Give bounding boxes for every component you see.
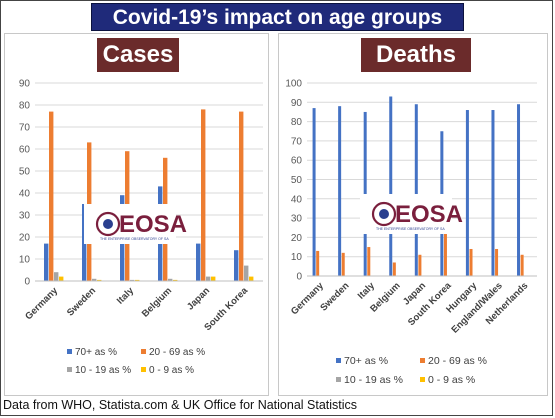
- eosa-logo-text: EOSA: [395, 201, 463, 228]
- y-tick-label: 0: [296, 272, 302, 283]
- bar-0-9-as-japan: [211, 276, 216, 281]
- bar-0-9-as-sweden: [97, 279, 102, 281]
- x-tick-label-sweden: Sweden: [318, 280, 351, 313]
- y-tick-label: 80: [291, 117, 303, 128]
- legend-swatch-70-as: [336, 358, 341, 363]
- bar-70-as-england-wales: [491, 110, 495, 277]
- y-tick-label: 60: [19, 145, 31, 156]
- x-tick-label-sweden: Sweden: [65, 285, 98, 318]
- bar-70-as-south-korea: [234, 250, 239, 281]
- y-tick-label: 50: [291, 175, 303, 186]
- y-tick-label: 70: [19, 123, 31, 134]
- bar-20-69-as-sweden: [341, 252, 345, 276]
- bar-10-19-as-germany: [54, 272, 59, 281]
- deaths-chart-title: Deaths: [361, 38, 471, 72]
- y-tick-label: 10: [19, 255, 31, 266]
- x-tick-label-belgium: Belgium: [140, 285, 174, 319]
- y-tick-label: 30: [19, 211, 31, 222]
- bar-20-69-as-south-korea: [239, 111, 244, 281]
- cases-chart-title: Cases: [97, 38, 179, 72]
- y-tick-label: 20: [19, 233, 31, 244]
- x-tick-label-italy: Italy: [356, 280, 378, 302]
- bar-20-69-as-germany: [316, 250, 320, 276]
- legend-label-0-9-as: 0 - 9 as %: [428, 374, 475, 386]
- bar-10-19-as-belgium: [168, 278, 173, 281]
- eosa-logo-background: [360, 194, 452, 234]
- bar-20-69-as-belgium: [392, 262, 396, 276]
- y-tick-label: 50: [19, 167, 31, 178]
- legend-label-70-as: 70+ as %: [75, 347, 117, 358]
- bar-10-19-as-italy: [130, 279, 135, 281]
- bar-10-19-as-south-korea: [244, 265, 249, 281]
- eosa-logo-text: EOSA: [119, 211, 187, 238]
- legend-label-10-19-as: 10 - 19 as %: [75, 365, 131, 376]
- x-tick-label-germany: Germany: [23, 285, 60, 322]
- bar-20-69-as-italy: [367, 247, 371, 276]
- legend-swatch-20-69-as: [420, 358, 425, 363]
- legend-label-20-69-as: 20 - 69 as %: [428, 355, 487, 367]
- legend-swatch-70-as: [67, 349, 72, 354]
- legend-swatch-10-19-as: [336, 377, 341, 382]
- legend-swatch-20-69-as: [141, 349, 146, 354]
- y-tick-label: 90: [19, 79, 31, 90]
- bar-0-9-as-south-korea: [249, 276, 254, 281]
- bar-70-as-belgium: [389, 96, 393, 276]
- legend-label-20-69-as: 20 - 69 as %: [149, 347, 205, 358]
- bar-20-69-as-japan: [418, 254, 422, 276]
- eosa-logo-subtitle: THE ENTERPRISE OBSERVATORY OF SA: [100, 237, 169, 241]
- legend-label-0-9-as: 0 - 9 as %: [149, 365, 194, 376]
- deaths-panel: Deaths 0 10 20 30 40 50 60 70 80 90 100 Germany Swed…: [278, 33, 548, 396]
- bar-10-19-as-japan: [206, 276, 211, 281]
- x-tick-label-germany: Germany: [289, 280, 326, 317]
- y-tick-label: 100: [285, 79, 302, 90]
- x-tick-label-italy: Italy: [115, 285, 137, 307]
- bar-0-9-as-germany: [59, 276, 64, 281]
- page-title: Covid-19’s impact on age groups: [91, 3, 464, 31]
- eosa-logo-icon-dot: [379, 209, 389, 219]
- y-tick-label: 40: [19, 189, 31, 200]
- y-tick-label: 0: [24, 277, 30, 288]
- legend-swatch-0-9-as: [141, 367, 146, 372]
- bar-0-9-as-italy: [135, 279, 140, 281]
- cases-panel: Cases 0 10 20 30 40 50 60 70 80 90 Germany Sweden It…: [4, 33, 269, 396]
- bar-70-as-hungary: [465, 110, 469, 277]
- legend-swatch-10-19-as: [67, 367, 72, 372]
- x-tick-label-japan: Japan: [185, 285, 212, 312]
- bar-20-69-as-england-wales: [495, 248, 499, 276]
- legend-label-10-19-as: 10 - 19 as %: [344, 374, 403, 386]
- y-tick-label: 30: [291, 214, 303, 225]
- bar-70-as-sweden: [338, 106, 342, 276]
- bar-0-9-as-belgium: [173, 279, 178, 281]
- bar-70-as-germany: [44, 243, 49, 281]
- y-tick-label: 10: [291, 252, 303, 263]
- eosa-logo-icon: [371, 201, 397, 227]
- eosa-logo-icon: [95, 211, 121, 237]
- bar-70-as-japan: [196, 243, 201, 281]
- eosa-logo-background: [84, 204, 176, 244]
- bar-70-as-netherlands: [517, 104, 521, 276]
- bar-70-as-germany: [312, 108, 316, 276]
- legend-swatch-0-9-as: [420, 377, 425, 382]
- y-tick-label: 80: [19, 101, 31, 112]
- y-tick-label: 90: [291, 98, 303, 109]
- y-tick-label: 70: [291, 136, 303, 147]
- bar-20-69-as-germany: [49, 111, 54, 281]
- cases-chart: 0 10 20 30 40 50 60 70 80 90 Germany Sweden Italy Bel…: [19, 79, 263, 376]
- y-tick-label: 40: [291, 194, 303, 205]
- y-tick-label: 20: [291, 233, 303, 244]
- bar-20-69-as-japan: [201, 109, 206, 282]
- bar-70-as-japan: [414, 104, 418, 276]
- bar-70-as-italy: [363, 111, 367, 276]
- y-tick-label: 60: [291, 156, 303, 167]
- bar-20-69-as-hungary: [469, 248, 473, 276]
- bar-20-69-as-netherlands: [520, 254, 524, 276]
- eosa-logo-icon-dot: [103, 219, 113, 229]
- legend-label-70-as: 70+ as %: [344, 355, 388, 367]
- bar-20-69-as-south-korea: [443, 227, 447, 276]
- source-footer: Data from WHO, Statista.com & UK Office …: [3, 398, 358, 412]
- bar-10-19-as-sweden: [92, 278, 97, 281]
- eosa-logo-subtitle: THE ENTERPRISE OBSERVATORY OF SA: [376, 227, 445, 231]
